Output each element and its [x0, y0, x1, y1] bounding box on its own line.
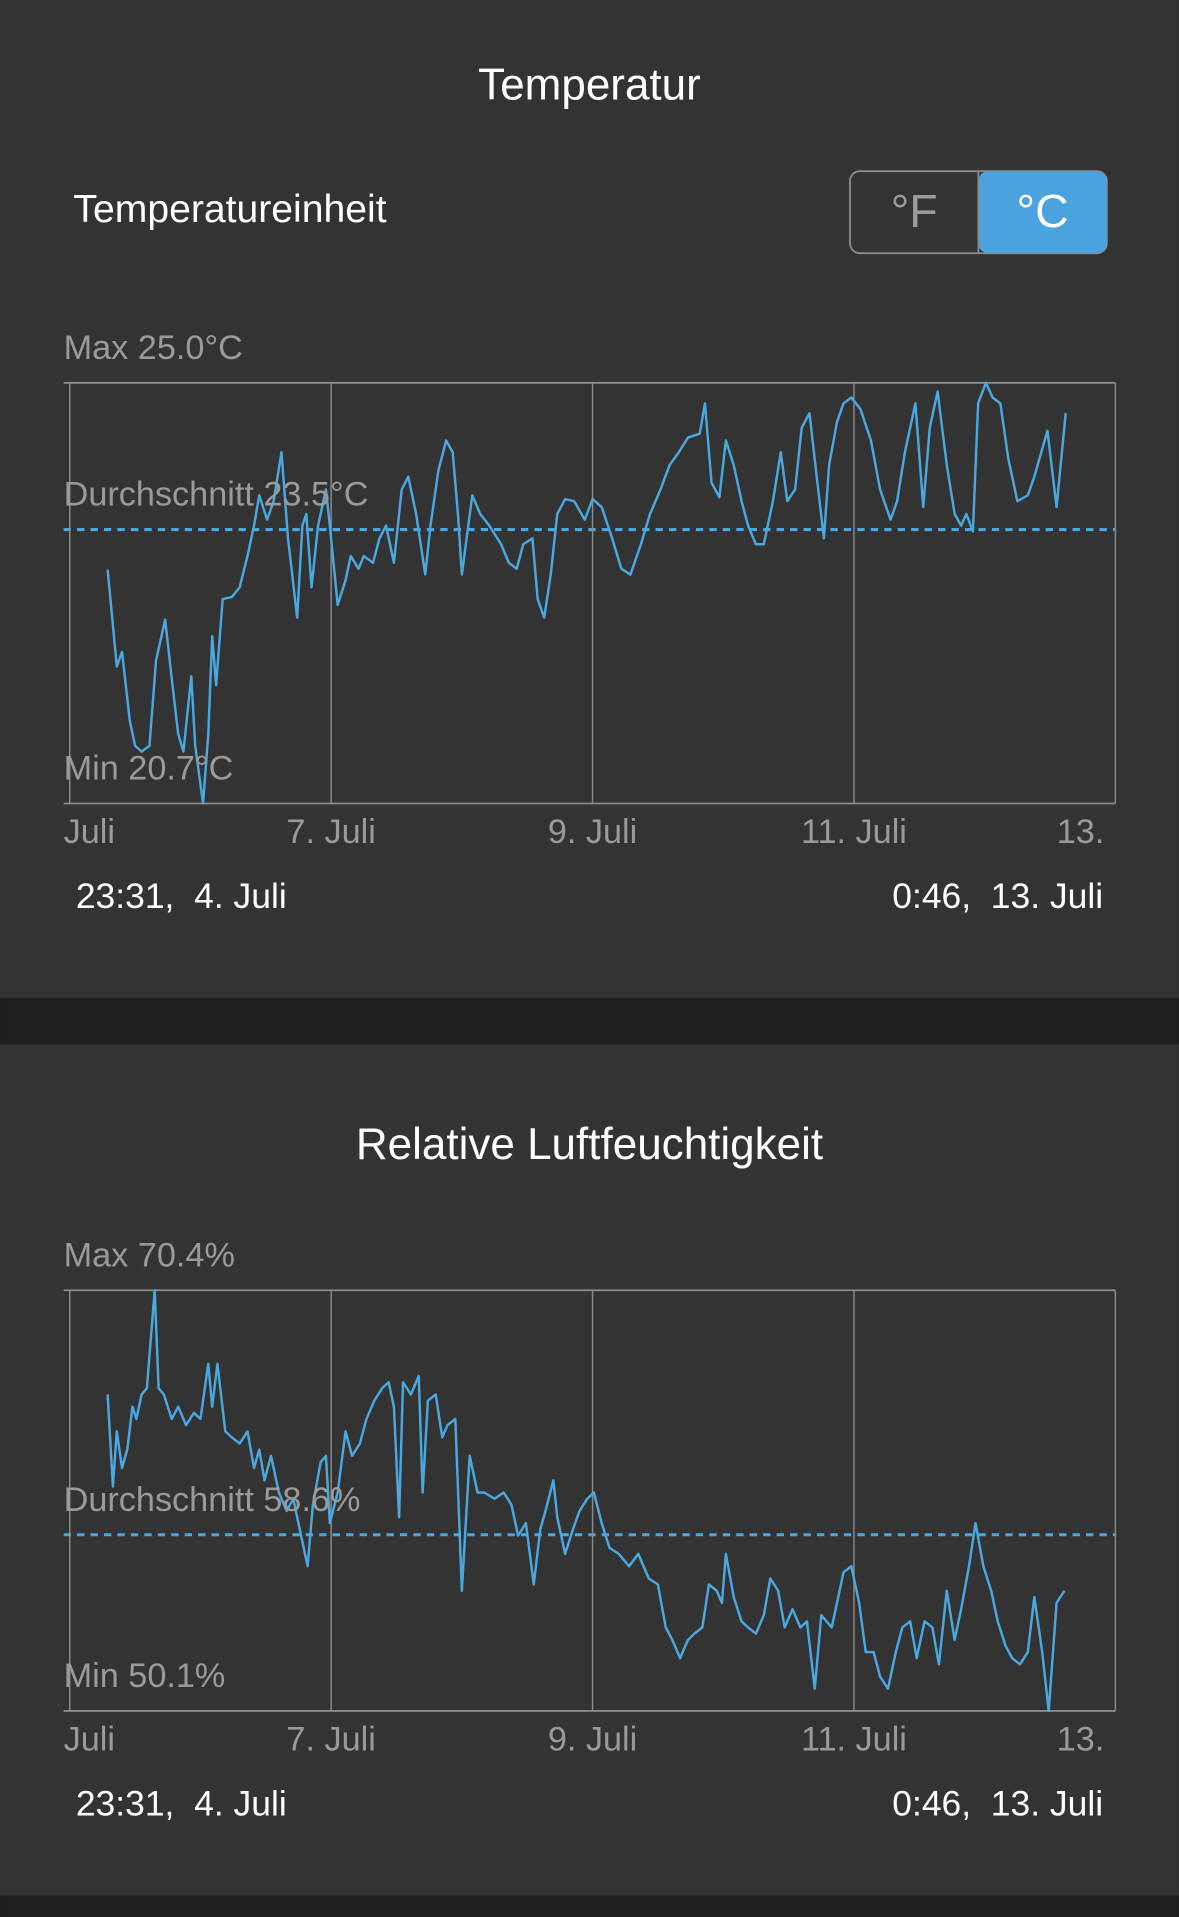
range-start: 23:31, 4. Juli: [76, 876, 287, 916]
x-tick-label: 13.: [1057, 1721, 1105, 1759]
y-tick-label: Durchschnitt 23.5°C: [64, 476, 369, 514]
humidity-panel: [0, 1044, 1179, 1896]
unit-segmented-control: °F °C: [849, 170, 1108, 255]
y-tick-label: Max 25.0°C: [64, 329, 243, 367]
section-title: Temperatur: [478, 61, 701, 110]
x-tick-label: 7. Juli: [286, 813, 375, 851]
x-tick-label: 11. Juli: [801, 813, 907, 851]
y-tick-label: Min 50.1%: [64, 1657, 226, 1695]
temperature-panel: [0, 0, 1179, 998]
segment-selected[interactable]: [978, 171, 1107, 254]
x-tick-label: 9. Juli: [548, 1721, 637, 1759]
range-start: 23:31, 4. Juli: [76, 1784, 287, 1824]
x-tick-label: 7. Juli: [286, 1721, 375, 1759]
unit-label: Temperatureinheit: [73, 188, 386, 231]
x-tick-label: 13.: [1057, 813, 1105, 851]
y-tick-label: Durchschnitt 58.6%: [64, 1481, 361, 1519]
y-tick-label: Max 70.4%: [64, 1236, 235, 1274]
range-end: 0:46, 13. Juli: [892, 876, 1103, 916]
data-line: [106, 1289, 1066, 1713]
data-line: [106, 381, 1067, 805]
y-tick-label: Min 20.7°C: [64, 750, 234, 788]
segment-option[interactable]: °F: [891, 185, 938, 237]
range-end: 0:46, 13. Juli: [892, 1784, 1103, 1824]
x-tick-label: 11. Juli: [801, 1721, 907, 1759]
segment-option[interactable]: °C: [1017, 185, 1069, 237]
x-tick-label: Juli: [64, 813, 115, 851]
x-tick-label: Juli: [64, 1721, 115, 1759]
section-title: Relative Luftfeuchtigkeit: [356, 1120, 823, 1169]
x-tick-label: 9. Juli: [548, 813, 637, 851]
